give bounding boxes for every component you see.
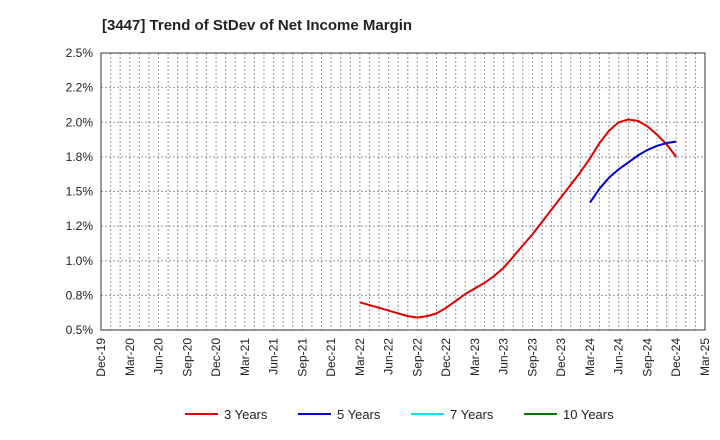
y-axis: 0.5% 0.8% 1.0% 1.2% 1.5% 1.8% 2.0% 2.2% 2.5% xyxy=(66,46,94,337)
x-tick-label: Mar-20 xyxy=(123,338,137,376)
y-tick-label: 2.5% xyxy=(66,46,94,60)
y-tick-label: 0.8% xyxy=(66,288,94,302)
y-tick-label: 1.2% xyxy=(66,219,94,233)
series-lines xyxy=(359,118,677,319)
x-axis: Dec-19 Mar-20 Jun-20 Sep-20 Dec-20 Mar-21 Jun-… xyxy=(94,338,712,377)
x-tick-label: Dec-19 xyxy=(94,338,108,377)
x-tick-label: Sep-23 xyxy=(525,338,539,377)
legend-label-3-years: 3 Years xyxy=(224,407,268,422)
y-tick-label: 1.0% xyxy=(66,254,94,268)
x-tick-label: Jun-21 xyxy=(267,338,281,375)
x-tick-label: Dec-20 xyxy=(209,338,223,377)
x-tick-label: Mar-21 xyxy=(238,338,252,376)
legend-label-10-years: 10 Years xyxy=(563,407,614,422)
x-tick-label: Jun-22 xyxy=(382,338,396,375)
x-tick-label: Mar-24 xyxy=(583,338,597,376)
grid xyxy=(100,52,706,331)
y-tick-label: 1.5% xyxy=(66,185,94,199)
x-tick-label: Jun-20 xyxy=(152,338,166,375)
x-tick-label: Mar-23 xyxy=(468,338,482,376)
x-tick-label: Dec-24 xyxy=(669,338,683,377)
chart-title: [3447] Trend of StDev of Net Income Marg… xyxy=(102,17,412,34)
x-tick-label: Sep-22 xyxy=(410,338,424,377)
legend-label-7-years: 7 Years xyxy=(450,407,494,422)
x-tick-label: Dec-21 xyxy=(324,338,338,377)
series-line-3-years xyxy=(359,118,677,319)
x-tick-label: Mar-25 xyxy=(698,338,712,376)
y-tick-label: 0.5% xyxy=(66,323,94,337)
y-tick-label: 1.8% xyxy=(66,150,94,164)
x-tick-label: Sep-20 xyxy=(180,338,194,377)
series-line-5-years xyxy=(589,140,677,204)
x-tick-label: Sep-21 xyxy=(295,338,309,377)
plot-area xyxy=(100,52,706,331)
x-tick-label: Jun-23 xyxy=(497,338,511,375)
legend: 3 Years 5 Years 7 Years 10 Years xyxy=(185,407,614,422)
y-tick-label: 2.0% xyxy=(66,115,94,129)
y-tick-label: 2.2% xyxy=(66,81,94,95)
x-tick-label: Mar-22 xyxy=(353,338,367,376)
x-tick-label: Jun-24 xyxy=(612,338,626,375)
legend-label-5-years: 5 Years xyxy=(337,407,381,422)
x-tick-label: Dec-23 xyxy=(554,338,568,377)
plot-frame xyxy=(100,52,706,331)
x-tick-label: Sep-24 xyxy=(640,338,654,377)
x-tick-label: Dec-22 xyxy=(439,338,453,377)
